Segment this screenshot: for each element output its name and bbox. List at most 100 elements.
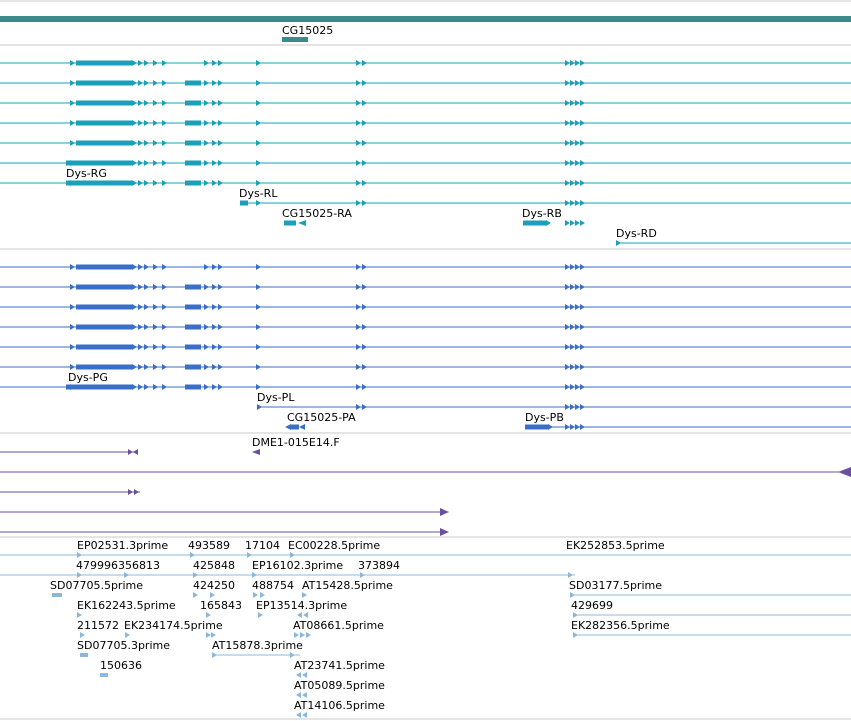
exon-arrow [144,160,149,166]
exon-arrow [290,652,295,658]
exon-arrow [362,324,367,330]
exon-arrow [138,60,143,66]
est-label[interactable]: EC00228.5prime [288,539,380,552]
exon-arrow [362,364,367,370]
exon-arrow [580,364,585,370]
est-label[interactable]: EK234174.5prime [124,619,223,632]
exon-arrow [565,220,570,226]
est-label[interactable]: AT23741.5prime [294,659,385,672]
exon-block [76,160,132,166]
protein-label[interactable]: CG15025-PA [287,411,356,424]
exon-arrow [212,284,217,290]
est-label[interactable]: SD07705.3prime [77,639,170,652]
exon-arrow [256,200,261,206]
exon-arrow [138,140,143,146]
est-label[interactable]: 493589 [188,539,230,552]
exon-arrow [132,384,137,390]
exon-block [76,344,132,350]
transcript-label[interactable]: Dys-RD [616,227,657,240]
est-label[interactable]: 425848 [193,559,235,572]
exon-block [185,324,201,330]
protein-label[interactable]: Dys-PB [525,411,564,424]
exon-arrow [306,632,311,638]
exon-arrow [256,80,261,86]
transcript-label[interactable]: Dys-RL [239,187,278,200]
exon-arrow [362,284,367,290]
exon-arrow [218,180,223,186]
exon-arrow [128,489,133,495]
est-label[interactable]: 488754 [252,579,294,592]
est-label[interactable]: AT15878.3prime [212,639,303,652]
exon-arrow [580,200,585,206]
gene-feature-cg15025[interactable] [282,37,308,42]
exon-block [185,120,201,126]
transcript-label[interactable]: CG15025-RA [282,207,352,220]
exon-arrow [218,120,223,126]
est-label[interactable]: EP02531.3prime [77,539,168,552]
exon-block [100,673,108,677]
exon-arrow [153,364,158,370]
est-label[interactable]: SD07705.5prime [50,579,143,592]
exon-block [66,160,76,166]
exon-arrow [144,344,149,350]
exon-arrow [580,60,585,66]
exon-arrow [128,449,133,455]
exon-arrow [565,160,570,166]
exon-arrow [70,80,75,86]
est-label[interactable]: EP13514.3prime [256,599,347,612]
est-label[interactable]: 150636 [100,659,142,672]
est-label[interactable]: EK282356.5prime [571,619,670,632]
est-label[interactable]: AT05089.5prime [294,679,385,692]
exon-arrow [212,304,217,310]
est-label[interactable]: SD03177.5prime [569,579,662,592]
exon-arrow [570,160,575,166]
est-label[interactable]: EP16102.3prime [252,559,343,572]
exon-arrow [162,304,167,310]
exon-arrow [124,572,129,578]
exon-arrow [356,304,361,310]
exon-arrow [302,672,307,678]
exon-arrow [570,60,575,66]
exon-arrow [256,100,261,106]
est-label[interactable]: AT08661.5prime [293,619,384,632]
gene-label[interactable]: CG15025 [282,24,333,37]
gene-span-bar[interactable] [0,16,851,22]
est-label[interactable]: 165843 [200,599,242,612]
transcript-label[interactable]: Dys-RB [522,207,562,220]
protein-label[interactable]: Dys-PL [257,391,295,404]
exon-block [284,220,296,226]
exon-arrow [256,304,261,310]
exon-block [76,384,132,390]
exon-block [185,284,201,290]
est-label[interactable]: 429699 [571,599,613,612]
exon-arrow [204,100,209,106]
est-label[interactable]: 211572 [77,619,119,632]
est-label[interactable]: 479996356813 [76,559,160,572]
exon-arrow [144,180,149,186]
exon-arrow [302,592,307,598]
est-label[interactable]: AT15428.5prime [302,579,393,592]
est-label[interactable]: AT14106.5prime [294,699,385,712]
exon-block [52,593,62,597]
exon-arrow [298,220,306,226]
exon-arrow [356,264,361,270]
est-label[interactable]: EK252853.5prime [566,539,665,552]
exon-arrow [362,160,367,166]
exon-block [76,80,132,86]
exon-arrow [212,180,217,186]
est-label[interactable]: EK162243.5prime [77,599,176,612]
exon-arrow [144,264,149,270]
est-label[interactable]: 17104 [245,539,280,552]
exon-arrow [570,180,575,186]
exon-arrow [356,140,361,146]
transcript-label[interactable]: Dys-RG [66,167,107,180]
exon-arrow [138,264,143,270]
est-label[interactable]: 424250 [193,579,235,592]
exon-arrow [138,344,143,350]
exon-block [76,324,132,330]
misc-feature-label[interactable]: DME1-015E14.F [252,436,340,449]
protein-label[interactable]: Dys-PG [68,371,108,384]
exon-arrow [212,264,217,270]
est-label[interactable]: 373894 [358,559,400,572]
exon-arrow [296,692,301,698]
